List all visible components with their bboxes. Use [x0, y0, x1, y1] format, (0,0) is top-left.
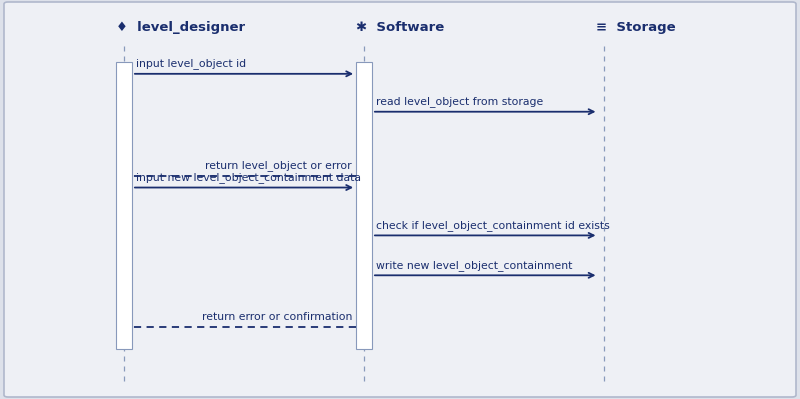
- Text: ≡  Storage: ≡ Storage: [596, 22, 676, 34]
- Text: ♦  level_designer: ♦ level_designer: [116, 22, 245, 34]
- Text: return level_object or error: return level_object or error: [206, 160, 352, 171]
- Text: write new level_object_containment: write new level_object_containment: [376, 260, 572, 271]
- Text: ✱  Software: ✱ Software: [356, 22, 444, 34]
- Text: check if level_object_containment id exists: check if level_object_containment id exi…: [376, 220, 610, 231]
- Text: input level_object id: input level_object id: [136, 58, 246, 69]
- Bar: [116, 62, 132, 349]
- Text: read level_object from storage: read level_object from storage: [376, 96, 543, 107]
- FancyBboxPatch shape: [4, 2, 796, 397]
- Bar: [356, 62, 372, 349]
- Text: return error or confirmation: return error or confirmation: [202, 312, 352, 322]
- Text: input new level_object_containment data: input new level_object_containment data: [136, 172, 361, 183]
